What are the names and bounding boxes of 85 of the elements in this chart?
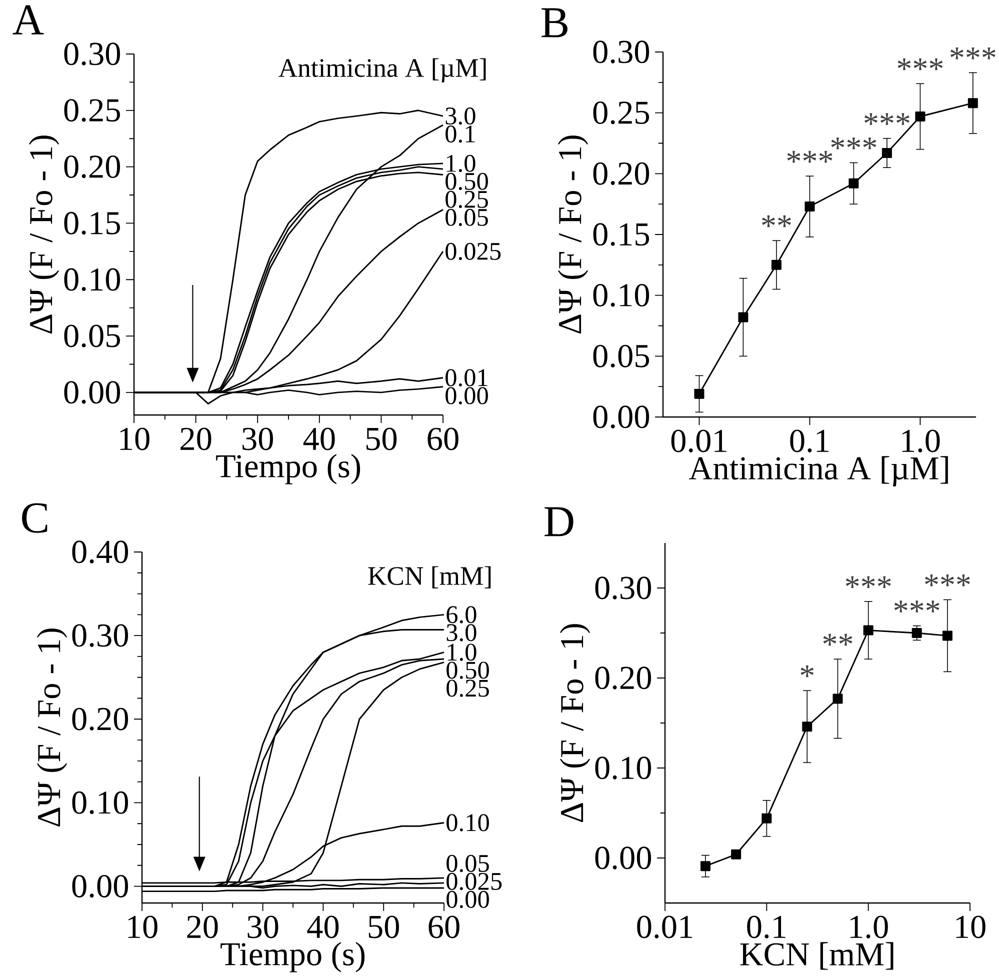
legend-title: KCN [mM] [368,566,491,588]
data-label: * [800,665,814,678]
series-label: 1.0 [448,644,476,661]
x-axis-title: KCN [mM] [740,942,894,970]
series-label: 3.0 [446,107,476,125]
x-tick-label: 0.01 [671,430,726,452]
chart-title: D [544,507,574,536]
data-label: *** [898,58,943,70]
x-tick-label: 0.1 [790,430,829,452]
x-tick-label: 30 [242,428,273,450]
x-tick-label: 0.01 [637,916,692,938]
data-label: *** [894,600,940,612]
x-axis-title: Tiempo (s) [220,942,365,972]
y-tick-label: 0.20 [593,162,650,185]
y-tick-label: 0.30 [64,42,120,66]
y-tick-label: 0.30 [72,624,128,647]
x-tick-label: 60 [428,916,460,938]
series-label: 3.0 [446,624,476,642]
y-tick-label: 0.30 [593,40,650,64]
series-label: 0.50 [446,662,489,679]
y-tick-label: 0.05 [593,344,650,368]
chart-title: A [12,5,44,34]
series-label: 0.25 [446,680,489,697]
series-label: 0.01 [446,369,488,386]
legend-title: Antimicina A [µM] [278,58,486,82]
data-label: *** [787,150,832,163]
x-tick-label: 10 [120,428,150,450]
series-label: 0.00 [446,387,488,404]
y-tick-label: 0.00 [64,381,120,404]
x-tick-label: 0.1 [747,916,786,938]
x-tick-label: 30 [248,916,278,938]
series-label: 0.25 [446,190,488,208]
x-tick-label: 50 [366,428,397,450]
series-label: 0.00 [446,890,489,908]
data-label: *** [846,576,891,588]
x-tick-label: 20 [187,916,218,938]
x-tick-label: 20 [180,428,212,450]
y-axis-title: ΔΨ (F / Fo - 1) [558,136,588,334]
chart-title: C [22,503,48,533]
x-tick-label: 40 [303,428,335,450]
data-label: *** [831,137,876,150]
y-tick-label: 0.10 [595,756,652,780]
x-axis-title: Antimicina A [µM] [688,456,948,486]
y-tick-label: 0.15 [64,212,120,235]
y-tick-label: 0.20 [595,666,652,690]
series-label: 0.025 [446,872,502,890]
data-label: *** [950,47,996,60]
data-label: *** [925,574,970,586]
data-label: ** [762,215,791,228]
chart-title: B [542,8,568,38]
data-label: *** [864,113,910,125]
series-label: 1.0 [446,154,476,172]
y-tick-label: 0.00 [595,846,652,870]
y-tick-label: 0.25 [64,99,120,122]
y-tick-label: 0.25 [593,102,650,124]
y-tick-label: 0.15 [593,223,650,246]
y-tick-label: 0.10 [593,284,650,307]
series-label: 0.05 [446,208,488,226]
series-label: 0.1 [446,125,475,143]
x-tick-label: 1.0 [850,916,888,938]
data-label: ** [823,634,852,646]
y-axis-title: ΔΨ (F / Fo - 1) [36,628,68,827]
y-tick-label: 0.00 [72,874,128,898]
y-tick-label: 0.30 [595,576,652,600]
series-label: 0.50 [446,172,488,190]
x-tick-label: 10 [128,916,158,938]
y-tick-label: 0.05 [64,324,120,348]
series-label: 0.05 [446,854,489,872]
x-axis-title: Tiempo (s) [216,454,360,484]
y-tick-label: 0.40 [72,540,128,564]
y-axis-title: ΔΨ (F / Fo - 1) [28,136,60,334]
x-tick-label: 10 [956,916,986,938]
y-tick-label: 0.20 [72,708,128,730]
x-tick-label: 40 [307,916,339,938]
y-tick-label: 0.10 [72,791,128,814]
series-label: 0.10 [446,814,489,832]
x-tick-label: 1.0 [902,430,940,452]
series-label: 6.0 [446,606,476,624]
y-axis-title: ΔΨ (F / Fo - 1) [560,624,590,822]
y-tick-label: 0.20 [64,155,120,178]
x-tick-label: 50 [368,916,399,938]
y-tick-label: 0.10 [64,268,120,291]
y-tick-label: 0.00 [593,406,650,428]
x-tick-label: 60 [428,428,458,450]
series-label: 0.025 [446,242,501,260]
